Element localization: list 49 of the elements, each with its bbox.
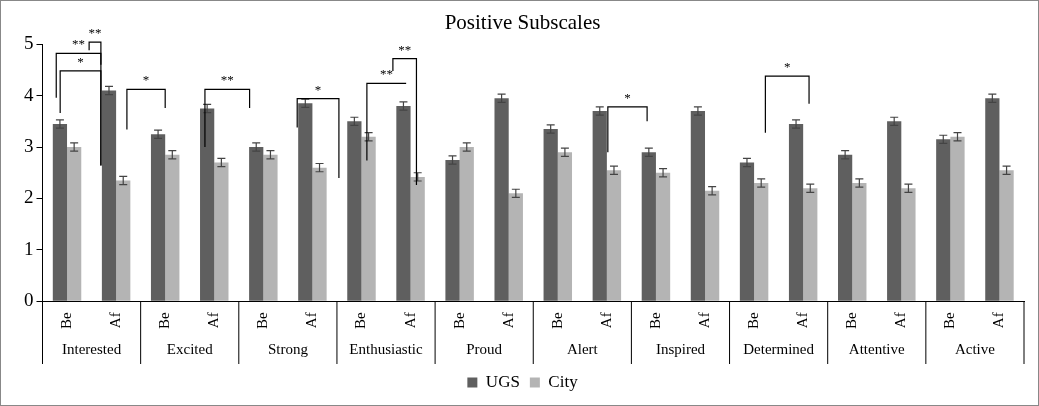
legend-label: UGS: [485, 371, 520, 391]
y-tick-label: 1: [24, 237, 34, 259]
text: Enthusiastic: [349, 340, 424, 357]
y-tick-label: 2: [24, 186, 34, 208]
x-tick-label: Be: [156, 312, 173, 330]
x-tick-label: Be: [450, 312, 467, 330]
annotation: **: [380, 66, 394, 82]
text: Active: [954, 340, 996, 357]
x-tick-label: Af: [107, 312, 124, 329]
text: Inspired: [655, 340, 706, 357]
x-tick-label: Be: [941, 312, 958, 330]
text: Proud: [466, 340, 503, 357]
text: Attentive: [848, 340, 906, 357]
x-tick-label: Af: [892, 312, 909, 329]
text: **: [88, 25, 102, 41]
x-tick-label: Af: [499, 312, 516, 329]
annotation: *: [142, 72, 150, 88]
x-tick-label: Be: [352, 312, 369, 330]
x-tick-label: Af: [205, 312, 222, 329]
legend-label: City: [548, 371, 579, 391]
x-tick-label: Be: [548, 312, 565, 330]
text: Determined: [743, 340, 815, 357]
x-tick-label: Be: [843, 312, 860, 330]
x-tick-label: Be: [646, 312, 663, 330]
x-tick-label: Af: [695, 312, 712, 329]
x-tick-label: Af: [401, 312, 418, 329]
annotation: **: [220, 72, 234, 88]
annotation: **: [398, 41, 412, 57]
x-tick-label: Be: [745, 312, 762, 330]
text: Strong: [267, 340, 309, 357]
x-tick-label: Be: [254, 312, 271, 330]
y-tick-label: 3: [24, 135, 34, 157]
y-tick-label: 5: [24, 32, 34, 54]
annotation: *: [783, 59, 791, 75]
annotation: *: [314, 81, 322, 97]
chart-title: Positive Subscales: [444, 10, 601, 35]
y-tick-label: 4: [24, 83, 34, 105]
text: Excited: [166, 340, 214, 357]
x-tick-label: Af: [597, 312, 614, 329]
annotation: *: [624, 89, 631, 105]
annotation: **: [72, 36, 86, 52]
x-tick-label: Af: [990, 312, 1007, 329]
text: Alert: [566, 340, 599, 357]
annotation: *: [77, 53, 84, 69]
x-tick-label: Af: [303, 312, 320, 329]
x-tick-label: Be: [57, 312, 74, 330]
text: Interested: [62, 340, 122, 357]
x-tick-label: Af: [794, 312, 811, 329]
y-tick-label: 0: [24, 289, 34, 311]
